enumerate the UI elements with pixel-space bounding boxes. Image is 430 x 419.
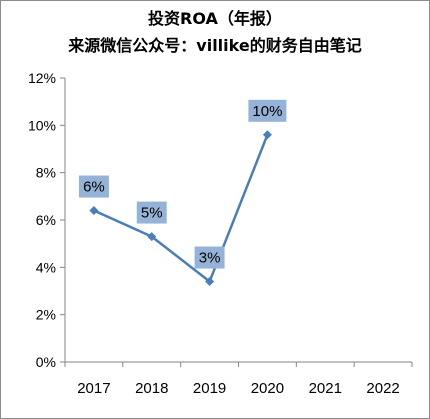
x-tick-label: 2017 — [77, 380, 110, 397]
x-tick-label: 2019 — [193, 380, 226, 397]
x-tick-label: 2020 — [251, 380, 284, 397]
data-label-box — [194, 246, 225, 269]
data-point-marker — [147, 232, 157, 242]
data-point-marker — [89, 206, 99, 216]
y-tick-label: 4% — [36, 259, 56, 275]
chart-axes: 0% 2% 4% 6% 8% 10% 12% 2017 2018 2019 2020 2021 2022 — [28, 70, 413, 397]
y-tick-label: 6% — [36, 212, 56, 228]
data-point-marker — [205, 277, 215, 287]
data-label: 5% — [141, 205, 163, 222]
chart-title-line2: 来源微信公众号：villike的财务自由笔记 — [67, 36, 361, 55]
data-label: 10% — [252, 103, 282, 120]
data-label-box — [248, 99, 287, 122]
y-tick-label: 2% — [36, 307, 56, 323]
chart-title-line1: 投资ROA（年报） — [148, 9, 282, 28]
data-label: 3% — [199, 250, 221, 267]
series-line — [93, 134, 269, 283]
x-tick-label: 2018 — [135, 380, 168, 397]
chart-series — [89, 130, 272, 287]
y-tick-label: 12% — [28, 70, 56, 86]
data-point-marker — [262, 130, 272, 140]
y-tick-label: 0% — [36, 354, 56, 370]
data-label-box — [78, 175, 109, 198]
data-label: 6% — [83, 179, 105, 196]
y-tick-label: 10% — [28, 117, 56, 133]
x-tick-label: 2022 — [366, 380, 399, 397]
y-tick-label: 8% — [36, 165, 56, 181]
chart-data-labels: 6% 5% 3% 10% — [78, 99, 287, 269]
data-label-box — [136, 201, 167, 224]
x-tick-label: 2021 — [309, 380, 342, 397]
